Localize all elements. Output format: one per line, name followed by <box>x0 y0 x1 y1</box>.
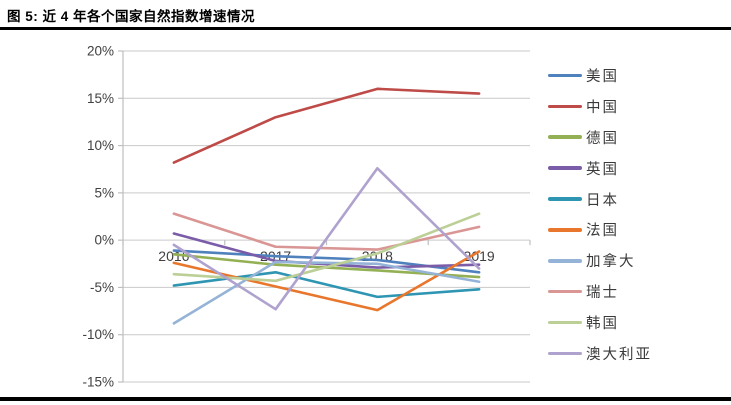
y-axis-label: -5% <box>90 280 114 295</box>
legend-item-8: 韩国 <box>548 307 728 338</box>
legend-label: 德国 <box>586 130 619 147</box>
series-line-5 <box>172 250 481 312</box>
y-axis-label: 20% <box>87 44 114 59</box>
series-line-3 <box>172 232 481 269</box>
y-axis-label: 15% <box>87 91 114 106</box>
y-axis-label: 5% <box>94 185 114 200</box>
legend-line-swatch-icon <box>548 259 582 263</box>
legend-label: 法国 <box>586 223 619 240</box>
figure-title: 图 5: 近 4 年各个国家自然指数增速情况 <box>7 9 256 24</box>
legend-line-swatch-icon <box>548 351 582 356</box>
bottom-divider <box>0 397 731 401</box>
legend-line-swatch-icon <box>548 320 582 325</box>
legend-label: 瑞士 <box>586 285 619 302</box>
y-axis-label: -10% <box>82 327 114 342</box>
legend-line-swatch-icon <box>548 228 582 232</box>
legend-item-1: 中国 <box>548 91 728 122</box>
legend-line-swatch-icon <box>548 104 582 109</box>
series-line-9 <box>172 166 481 311</box>
series-line-1 <box>172 87 481 164</box>
legend-item-4: 日本 <box>548 184 728 215</box>
y-axis-label: 0% <box>94 233 114 248</box>
legend-line-swatch-icon <box>548 166 582 170</box>
legend-item-7: 瑞士 <box>548 276 728 307</box>
legend-label: 韩国 <box>586 316 619 333</box>
legend-line-swatch-icon <box>548 135 582 139</box>
chart-legend: 美国中国德国英国日本法国加拿大瑞士韩国澳大利亚 <box>548 60 728 369</box>
legend-item-0: 美国 <box>548 60 728 91</box>
legend-line-swatch-icon <box>548 197 582 201</box>
y-axis-label: -15% <box>82 375 114 390</box>
legend-item-9: 澳大利亚 <box>548 338 728 369</box>
legend-label: 澳大利亚 <box>586 346 652 363</box>
series-line-0 <box>172 249 481 274</box>
title-divider <box>0 27 731 30</box>
series-line-4 <box>172 270 481 299</box>
legend-item-5: 法国 <box>548 214 728 245</box>
series-line-7 <box>172 212 481 251</box>
legend-label: 加拿大 <box>586 254 636 271</box>
legend-line-swatch-icon <box>548 73 582 78</box>
legend-line-swatch-icon <box>548 289 582 294</box>
legend-label: 中国 <box>586 99 619 116</box>
legend-item-3: 英国 <box>548 153 728 184</box>
y-axis-label: 10% <box>87 138 114 153</box>
legend-item-2: 德国 <box>548 122 728 153</box>
series-line-6 <box>172 260 481 325</box>
legend-label: 日本 <box>586 192 619 209</box>
legend-label: 美国 <box>586 68 619 85</box>
legend-item-6: 加拿大 <box>548 245 728 276</box>
legend-label: 英国 <box>586 161 619 178</box>
